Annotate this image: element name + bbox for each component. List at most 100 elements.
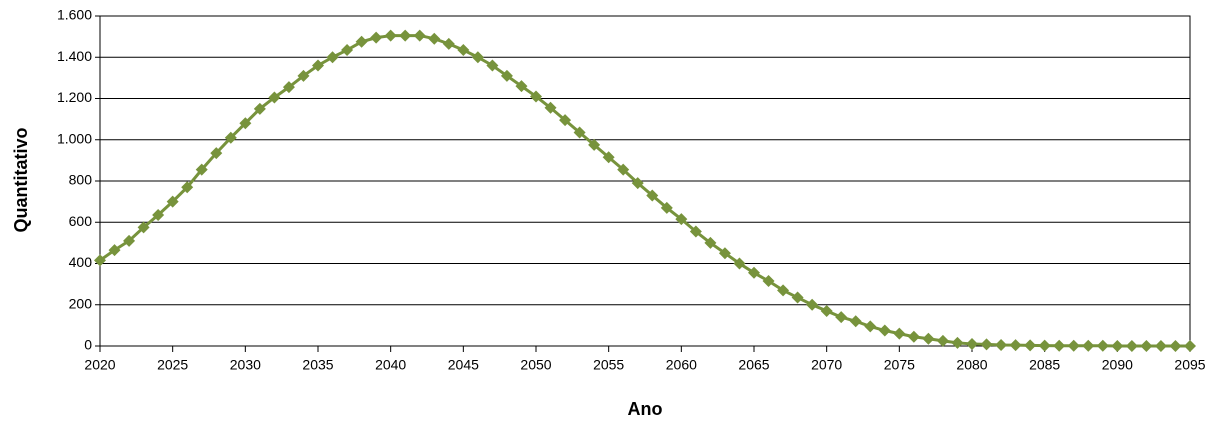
y-tick-label: 1.000 bbox=[57, 130, 92, 146]
data-point bbox=[1038, 339, 1051, 352]
data-point bbox=[224, 131, 237, 144]
data-point bbox=[995, 338, 1008, 351]
data-point bbox=[428, 32, 441, 45]
data-point bbox=[181, 181, 194, 194]
data-point bbox=[1024, 339, 1037, 352]
data-point bbox=[1125, 340, 1138, 352]
data-point bbox=[1053, 339, 1066, 352]
data-point bbox=[806, 298, 819, 311]
data-point bbox=[195, 163, 208, 176]
data-point bbox=[617, 163, 630, 176]
data-point bbox=[1184, 340, 1196, 352]
x-tick-label: 2050 bbox=[520, 357, 551, 373]
data-point bbox=[675, 213, 688, 226]
data-point bbox=[268, 91, 281, 104]
x-tick-label: 2060 bbox=[666, 357, 697, 373]
data-point bbox=[864, 320, 877, 333]
x-tick-label: 2025 bbox=[157, 357, 188, 373]
x-tick-label: 2070 bbox=[811, 357, 842, 373]
data-point bbox=[326, 51, 339, 64]
x-axis-title: Ano bbox=[628, 399, 663, 419]
data-point bbox=[849, 315, 862, 328]
data-point bbox=[253, 102, 266, 115]
plot-border bbox=[99, 15, 1191, 347]
y-tick-label: 0 bbox=[84, 337, 92, 353]
data-point bbox=[1082, 339, 1095, 352]
data-line bbox=[99, 34, 1190, 348]
data-point bbox=[413, 29, 426, 42]
data-point bbox=[966, 337, 978, 350]
data-point bbox=[907, 330, 920, 343]
data-point bbox=[94, 254, 106, 267]
data-point bbox=[1067, 339, 1080, 352]
data-point bbox=[384, 29, 397, 42]
x-tick-label: 2075 bbox=[884, 357, 915, 373]
y-tick-label: 600 bbox=[69, 213, 93, 229]
x-tick-label: 2090 bbox=[1102, 357, 1133, 373]
data-point bbox=[777, 284, 790, 297]
x-tick-label: 2040 bbox=[375, 357, 406, 373]
data-point bbox=[646, 189, 659, 202]
x-tick-label: 2055 bbox=[593, 357, 624, 373]
x-tick-label: 2095 bbox=[1174, 357, 1205, 373]
data-point bbox=[559, 114, 572, 127]
y-axis-title: Quantitativo bbox=[11, 127, 31, 232]
data-point bbox=[137, 221, 150, 234]
data-point bbox=[355, 35, 368, 48]
data-point bbox=[748, 266, 760, 279]
data-point bbox=[791, 291, 804, 304]
y-tick-label: 1.200 bbox=[57, 89, 92, 105]
data-point bbox=[108, 244, 121, 257]
data-point bbox=[152, 209, 165, 222]
data-point bbox=[312, 59, 324, 72]
y-tick-label: 200 bbox=[69, 295, 93, 311]
data-point bbox=[835, 311, 848, 324]
data-point bbox=[660, 201, 673, 214]
data-point bbox=[370, 31, 383, 44]
data-point bbox=[980, 338, 993, 351]
data-point bbox=[1009, 339, 1022, 352]
data-point bbox=[1111, 340, 1124, 352]
data-point bbox=[1140, 340, 1153, 352]
data-point bbox=[123, 234, 136, 247]
data-point bbox=[399, 29, 412, 42]
data-point bbox=[471, 51, 484, 64]
y-tick-label: 400 bbox=[69, 254, 93, 270]
data-point bbox=[718, 247, 731, 260]
data-point bbox=[457, 44, 470, 57]
data-point bbox=[515, 80, 528, 93]
data-point bbox=[878, 324, 891, 337]
data-point bbox=[1154, 340, 1167, 352]
x-tick-label: 2065 bbox=[738, 357, 769, 373]
data-point bbox=[602, 151, 615, 164]
data-point bbox=[297, 69, 310, 82]
y-tick-label: 1.400 bbox=[57, 48, 92, 64]
data-point bbox=[573, 126, 586, 139]
data-point bbox=[341, 44, 354, 57]
x-tick-label: 2085 bbox=[1029, 357, 1060, 373]
x-tick-label: 2080 bbox=[956, 357, 987, 373]
y-tick-label: 800 bbox=[69, 172, 93, 188]
data-point bbox=[282, 81, 295, 94]
data-point bbox=[704, 236, 717, 249]
x-tick-label: 2020 bbox=[84, 357, 115, 373]
data-point bbox=[689, 225, 702, 238]
data-point bbox=[486, 59, 499, 72]
data-point bbox=[239, 117, 252, 130]
x-tick-label: 2035 bbox=[302, 357, 333, 373]
data-point bbox=[922, 332, 935, 345]
data-point bbox=[631, 177, 644, 190]
data-point bbox=[166, 195, 179, 208]
data-point bbox=[936, 334, 949, 347]
data-point bbox=[530, 90, 542, 103]
data-point bbox=[733, 257, 746, 270]
data-point bbox=[588, 138, 601, 151]
data-point bbox=[820, 304, 833, 317]
y-tick-label: 1.600 bbox=[57, 7, 92, 23]
data-point bbox=[893, 327, 906, 340]
data-point bbox=[762, 275, 775, 288]
data-point bbox=[1169, 340, 1182, 352]
data-point bbox=[500, 69, 513, 82]
data-point bbox=[210, 147, 223, 160]
